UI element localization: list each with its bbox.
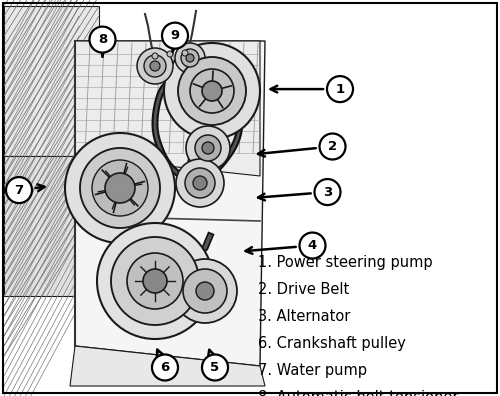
Text: 1. Power steering pump: 1. Power steering pump — [258, 255, 432, 270]
Circle shape — [80, 148, 160, 228]
Circle shape — [186, 126, 230, 170]
Circle shape — [175, 43, 205, 73]
Bar — [4, 6, 99, 156]
Circle shape — [152, 354, 178, 381]
Circle shape — [181, 49, 199, 67]
Text: 3: 3 — [323, 186, 332, 198]
Text: 8: 8 — [98, 33, 107, 46]
Circle shape — [150, 61, 160, 71]
Text: 2. Drive Belt: 2. Drive Belt — [258, 282, 349, 297]
Text: 3. Alternator: 3. Alternator — [258, 309, 350, 324]
Circle shape — [178, 57, 246, 125]
Polygon shape — [75, 41, 265, 366]
Circle shape — [167, 51, 173, 57]
Text: 6. Crankshaft pulley: 6. Crankshaft pulley — [258, 336, 406, 351]
Text: 8. Automatic belt tensioner: 8. Automatic belt tensioner — [258, 390, 458, 396]
Circle shape — [127, 253, 183, 309]
Circle shape — [105, 173, 135, 203]
Circle shape — [162, 23, 188, 49]
Text: 1: 1 — [336, 83, 344, 95]
Circle shape — [314, 179, 340, 205]
Circle shape — [164, 43, 260, 139]
Polygon shape — [70, 346, 265, 386]
Circle shape — [182, 50, 188, 56]
Circle shape — [300, 232, 326, 259]
Text: 7. Water pump: 7. Water pump — [258, 363, 366, 378]
Circle shape — [176, 159, 224, 207]
Circle shape — [111, 237, 199, 325]
Circle shape — [144, 55, 166, 77]
Circle shape — [196, 282, 214, 300]
Circle shape — [143, 269, 167, 293]
Circle shape — [173, 259, 237, 323]
Circle shape — [190, 69, 234, 113]
Text: 7: 7 — [14, 184, 24, 196]
Text: 2: 2 — [328, 140, 337, 153]
Bar — [4, 156, 79, 296]
Circle shape — [112, 180, 128, 196]
Circle shape — [137, 48, 173, 84]
Circle shape — [185, 168, 215, 198]
Circle shape — [327, 76, 353, 102]
Polygon shape — [75, 41, 260, 176]
Text: 9: 9 — [170, 29, 179, 42]
Text: 6: 6 — [160, 361, 170, 374]
Circle shape — [195, 135, 221, 161]
Circle shape — [92, 160, 148, 216]
Circle shape — [320, 133, 345, 160]
Circle shape — [6, 177, 32, 203]
Circle shape — [202, 354, 228, 381]
Circle shape — [65, 133, 175, 243]
Text: 5: 5 — [210, 361, 220, 374]
Text: 4: 4 — [308, 239, 317, 252]
Circle shape — [90, 27, 116, 53]
Circle shape — [202, 142, 214, 154]
Circle shape — [193, 176, 207, 190]
Circle shape — [152, 53, 158, 59]
Circle shape — [97, 223, 213, 339]
Circle shape — [186, 54, 194, 62]
Circle shape — [202, 81, 222, 101]
Circle shape — [183, 269, 227, 313]
